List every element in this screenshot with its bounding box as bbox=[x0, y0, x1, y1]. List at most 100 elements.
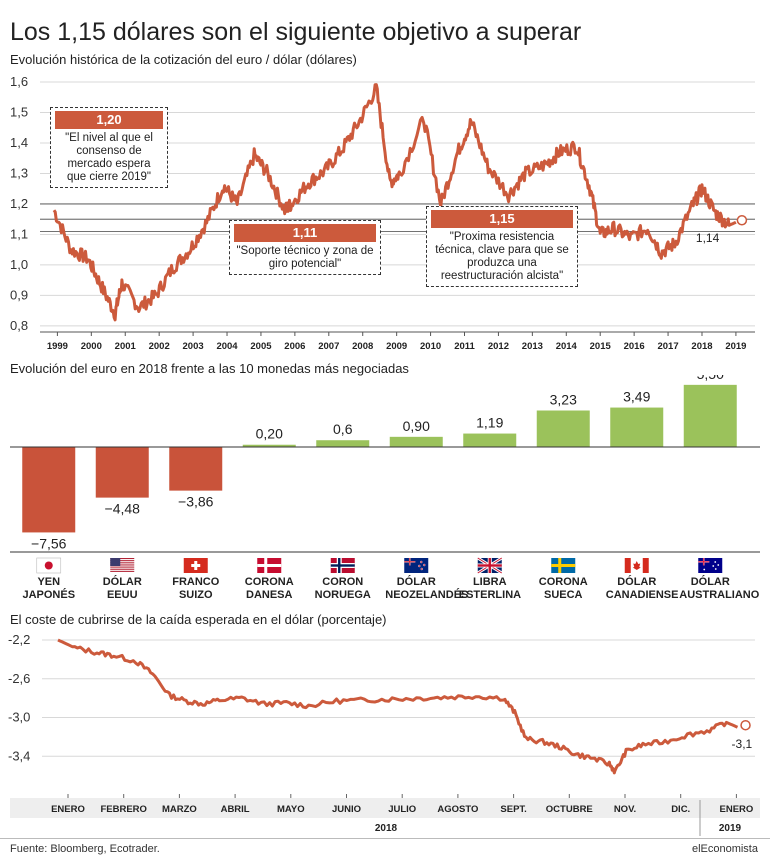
x-tick-label: 2011 bbox=[454, 341, 475, 352]
x-tick-label: 2016 bbox=[624, 341, 645, 352]
bar-value-label: −7,56 bbox=[31, 535, 67, 551]
bar-value-label: 3,49 bbox=[623, 389, 650, 405]
flag-part bbox=[110, 568, 135, 570]
flag-part bbox=[418, 564, 421, 568]
currency-label: DÓLAR NEOZELANDÉS bbox=[385, 576, 469, 602]
japan-flag bbox=[36, 557, 62, 574]
y-tick-label: 1,6 bbox=[10, 74, 28, 89]
brand-logo-text: elEconomista bbox=[691, 843, 758, 855]
x-tick-label: 2000 bbox=[81, 341, 102, 352]
month-label: SEPT. bbox=[500, 804, 526, 815]
bar-switzerland bbox=[169, 447, 223, 491]
currency-label-line: DANESA bbox=[246, 589, 293, 601]
bar-australia bbox=[683, 384, 737, 447]
currency-label-line: YEN bbox=[37, 576, 61, 588]
chart1-title: Evolución histórica de la cotización del… bbox=[10, 52, 357, 67]
flag-part bbox=[191, 564, 201, 567]
eurusd-end-label: 1,14 bbox=[696, 231, 720, 245]
currency-label-line: CORONA bbox=[244, 576, 294, 588]
bar-value-label: 0,6 bbox=[333, 421, 353, 437]
currency-label-line: FRANCO bbox=[172, 576, 220, 588]
flag-border bbox=[36, 557, 62, 574]
x-tick-label: 2004 bbox=[216, 341, 238, 352]
bar-value-label: −4,48 bbox=[105, 501, 141, 517]
currency-label-line: CORONA bbox=[538, 576, 588, 588]
flag-part bbox=[423, 563, 426, 567]
usa-flag bbox=[110, 558, 135, 572]
flag-part bbox=[330, 564, 355, 567]
flag-part bbox=[712, 565, 715, 567]
month-label: MARZO bbox=[162, 804, 197, 815]
flag-part bbox=[420, 560, 423, 564]
month-label: OCTUBRE bbox=[546, 804, 593, 815]
currency-label-line: ESTERLINA bbox=[458, 589, 522, 601]
flag-part bbox=[714, 568, 717, 570]
currency-label-line: EEUU bbox=[106, 589, 138, 601]
currency-label-line: NEOZELANDÉS bbox=[385, 589, 469, 601]
bar-value-label: 0,90 bbox=[403, 418, 430, 434]
currency-bar-chart: −7,56 −4,48 −3,86 0,20 0,6 0,90 1,19 3,23 3,49 5,… bbox=[10, 375, 760, 575]
currency-label-line: AUSTRALIANO bbox=[679, 589, 760, 601]
canada-flag bbox=[624, 558, 649, 573]
currency-label: CORON NORUEGA bbox=[312, 576, 374, 602]
flag-part bbox=[110, 562, 135, 564]
x-tick-label: 2002 bbox=[149, 341, 170, 352]
new-zealand-flag bbox=[404, 558, 429, 573]
currency-label-line: DÓLAR bbox=[617, 576, 657, 588]
x-tick-label: 2019 bbox=[725, 341, 746, 352]
month-label: MAYO bbox=[277, 804, 305, 815]
y-tick-label: 0,8 bbox=[10, 318, 28, 333]
month-label: AGOSTO bbox=[437, 804, 478, 815]
x-tick-label: 2018 bbox=[691, 341, 712, 352]
bar-japan bbox=[22, 447, 76, 533]
norway-flag bbox=[330, 558, 355, 573]
currency-label-line: SUECA bbox=[543, 589, 583, 601]
currency-label-line: DÓLAR bbox=[102, 576, 142, 588]
month-axis-band bbox=[10, 798, 760, 818]
month-label: JULIO bbox=[388, 804, 416, 815]
y-tick-label: 0,9 bbox=[10, 287, 28, 302]
footer-divider bbox=[0, 838, 770, 839]
x-tick-label: 2006 bbox=[284, 341, 305, 352]
flag-part bbox=[110, 564, 135, 566]
currency-label-line: SUIZO bbox=[178, 589, 213, 601]
bar-uk bbox=[463, 433, 517, 447]
bar-value-label: 0,20 bbox=[256, 426, 283, 442]
x-tick-label: 2007 bbox=[318, 341, 339, 352]
x-tick-label: 2012 bbox=[488, 341, 509, 352]
flag-part bbox=[44, 561, 53, 570]
bar-canada bbox=[610, 407, 664, 447]
currency-label: DÓLAR EEUU bbox=[91, 576, 153, 602]
annotation-111-text: "Soporte técnico y zona de giro potencia… bbox=[236, 245, 374, 270]
bar-norway bbox=[316, 440, 370, 447]
currency-label: YEN JAPONÉS bbox=[18, 576, 80, 602]
bar-sweden bbox=[536, 410, 590, 447]
currency-label: DÓLAR AUSTRALIANO bbox=[679, 576, 760, 602]
bar-usa bbox=[95, 447, 149, 498]
bar-value-label: 5,50 bbox=[697, 375, 724, 382]
x-tick-label: 2014 bbox=[556, 341, 578, 352]
annotation-115-value: 1,15 bbox=[431, 210, 573, 228]
flag-part bbox=[110, 566, 135, 568]
bar-denmark bbox=[242, 444, 296, 447]
flag-part bbox=[703, 568, 706, 571]
eurusd-series-line bbox=[52, 83, 737, 322]
flag-part bbox=[110, 558, 135, 560]
bar-new-zealand bbox=[389, 436, 443, 447]
currency-label: CORONA DANESA bbox=[238, 576, 300, 602]
bar-value-label: −3,86 bbox=[178, 494, 214, 510]
x-tick-label: 2009 bbox=[386, 341, 407, 352]
x-tick-label: 2010 bbox=[420, 341, 441, 352]
y-tick-label: -3,4 bbox=[8, 748, 30, 763]
flag-part bbox=[714, 561, 717, 563]
y-tick-label: 1,2 bbox=[10, 196, 28, 211]
currency-label-line: CORON bbox=[322, 576, 364, 588]
annotation-120-value: 1,20 bbox=[55, 111, 163, 129]
x-tick-label: 2015 bbox=[590, 341, 612, 352]
x-tick-label: 2001 bbox=[115, 341, 137, 352]
eurusd-end-point bbox=[736, 214, 748, 226]
y-tick-label: -3,0 bbox=[8, 710, 30, 725]
currency-label: CORONA SUECA bbox=[532, 576, 594, 602]
currency-label: FRANCO SUIZO bbox=[165, 576, 227, 602]
bar-value-label: 3,23 bbox=[550, 392, 577, 408]
